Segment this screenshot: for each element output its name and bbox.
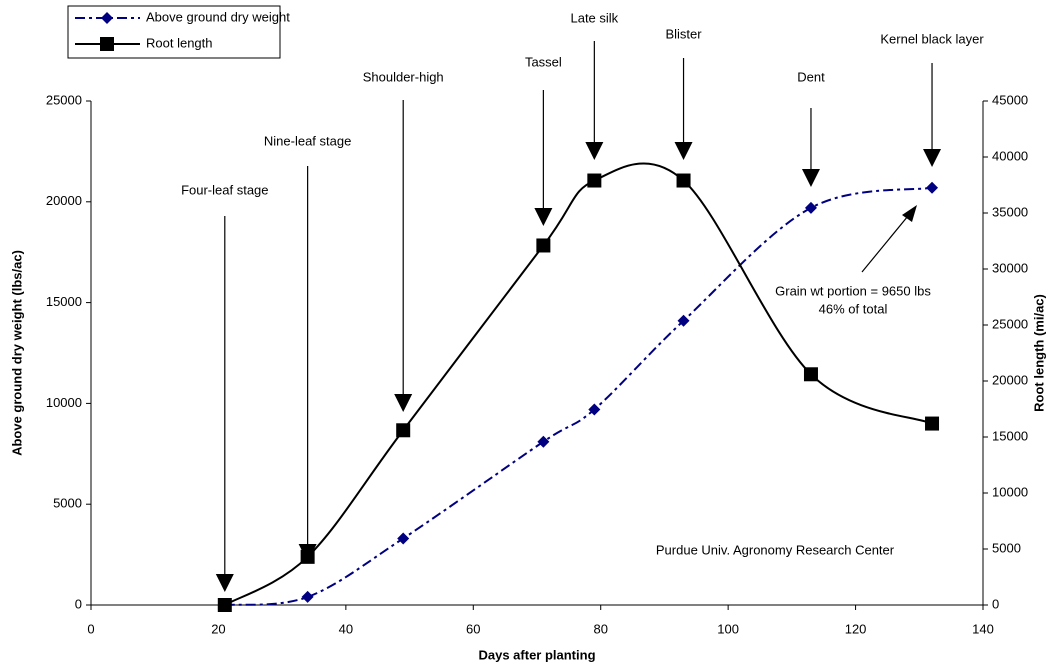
stage-label: Four-leaf stage xyxy=(181,182,268,197)
x-tick-label: 100 xyxy=(717,621,739,636)
marker xyxy=(926,181,939,194)
stage-label: Dent xyxy=(797,69,825,84)
y2-tick-label: 15000 xyxy=(992,428,1028,443)
x-tick-label: 60 xyxy=(466,621,480,636)
grain-note: Grain wt portion = 9650 lbs xyxy=(775,283,931,298)
stage-arrowhead xyxy=(801,169,820,187)
y2-tick-label: 20000 xyxy=(992,372,1028,387)
marker xyxy=(676,173,691,188)
marker xyxy=(397,532,410,545)
marker xyxy=(301,590,314,603)
stage-arrowhead xyxy=(534,208,553,226)
series-line xyxy=(224,162,933,606)
stage-arrowhead xyxy=(298,544,317,562)
y-axis-title: Above ground dry weight (lbs/ac) xyxy=(9,250,24,456)
grain-arrowhead xyxy=(902,205,917,222)
stage-arrowhead xyxy=(585,142,604,160)
x-tick-label: 80 xyxy=(593,621,607,636)
legend-label: Root length xyxy=(146,35,213,50)
marker xyxy=(100,37,114,51)
y-tick-label: 5000 xyxy=(53,496,82,511)
y2-tick-label: 45000 xyxy=(992,92,1028,107)
marker xyxy=(536,238,551,253)
source-note: Purdue Univ. Agronomy Research Center xyxy=(656,542,895,557)
y2-tick-label: 30000 xyxy=(992,260,1028,275)
y-tick-label: 10000 xyxy=(46,395,82,410)
x-tick-label: 0 xyxy=(87,621,94,636)
marker xyxy=(803,367,818,382)
legend-label: Above ground dry weight xyxy=(146,9,290,24)
marker xyxy=(217,598,232,612)
y-tick-label: 15000 xyxy=(46,294,82,309)
stage-arrowhead xyxy=(394,394,413,412)
y2-tick-label: 10000 xyxy=(992,484,1028,499)
marker xyxy=(677,314,690,327)
y-tick-label: 0 xyxy=(75,596,82,611)
y2-tick-label: 35000 xyxy=(992,204,1028,219)
marker xyxy=(588,403,601,416)
stage-label: Blister xyxy=(665,26,702,41)
marker xyxy=(925,416,940,431)
grain-arrow xyxy=(861,215,909,273)
x-axis-title: Days after planting xyxy=(478,647,595,662)
stage-label: Kernel black layer xyxy=(880,31,984,46)
y-tick-label: 25000 xyxy=(46,92,82,107)
marker xyxy=(587,173,602,188)
marker xyxy=(101,12,113,24)
marker xyxy=(804,201,817,214)
y2-axis-title: Root length (mi/ac) xyxy=(1031,294,1046,412)
y-tick-label: 20000 xyxy=(46,193,82,208)
y2-tick-label: 40000 xyxy=(992,148,1028,163)
stage-arrowhead xyxy=(674,142,693,160)
stage-arrowhead xyxy=(215,574,234,592)
y2-tick-label: 0 xyxy=(992,596,999,611)
x-tick-label: 120 xyxy=(845,621,867,636)
stage-label: Tassel xyxy=(525,54,562,69)
grain-note: 46% of total xyxy=(819,301,888,316)
x-tick-label: 20 xyxy=(211,621,225,636)
marker xyxy=(537,435,550,448)
stage-label: Nine-leaf stage xyxy=(264,133,351,148)
stage-label: Late silk xyxy=(570,10,618,25)
stage-arrowhead xyxy=(923,149,942,167)
x-tick-label: 140 xyxy=(972,621,994,636)
stage-label: Shoulder-high xyxy=(363,69,444,84)
x-tick-label: 40 xyxy=(339,621,353,636)
series-line xyxy=(224,186,933,606)
y2-tick-label: 25000 xyxy=(992,316,1028,331)
marker xyxy=(396,423,411,438)
y2-tick-label: 5000 xyxy=(992,540,1021,555)
